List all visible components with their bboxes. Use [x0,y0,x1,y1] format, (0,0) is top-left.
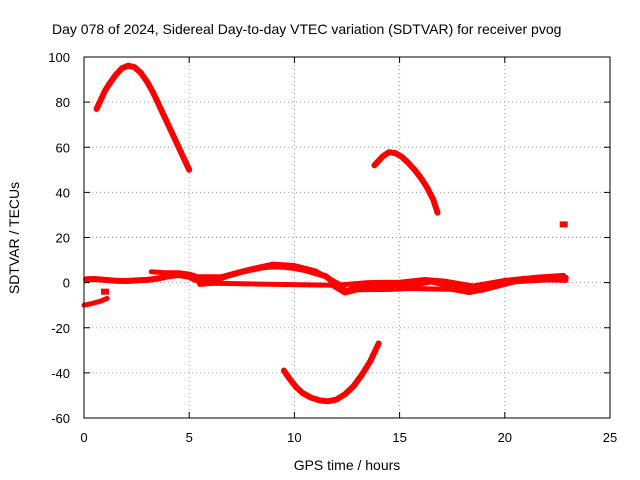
x-tick-label: 20 [498,430,512,445]
series-spread-upper [148,261,567,289]
chart-title: Day 078 of 2024, Sidereal Day-to-day VTE… [52,21,561,37]
x-axis-label: GPS time / hours [294,457,401,473]
y-tick-label: 80 [56,95,70,110]
y-tick-label: 20 [56,231,70,246]
y-axis-label: SDTVAR / TECUs [6,182,22,294]
series-trough [280,340,382,405]
x-tick-label: 15 [392,430,406,445]
x-tick-label: 0 [80,430,87,445]
y-tick-label: -20 [51,321,70,336]
y-tick-label: -40 [51,366,70,381]
data-point [559,221,568,228]
grid [84,57,610,418]
series-spread-lower [197,277,569,296]
y-tick-label: 40 [56,185,70,200]
series-hump-2 [371,149,441,216]
y-tick-label: 100 [48,50,70,65]
y-tick-label: -60 [51,411,70,426]
y-tick-label: 60 [56,140,70,155]
y-tick-label: 0 [63,276,70,291]
x-tick-label: 5 [186,430,193,445]
data-point [101,288,110,295]
series-hump-1 [93,62,193,173]
x-tick-label: 25 [603,430,617,445]
x-tick-label: 10 [287,430,301,445]
data-layer [81,62,569,405]
series-early-negative [81,295,110,308]
ticks: 0 5 10 15 20 25 -60 -40 -20 0 20 40 60 80 100 [48,50,617,445]
